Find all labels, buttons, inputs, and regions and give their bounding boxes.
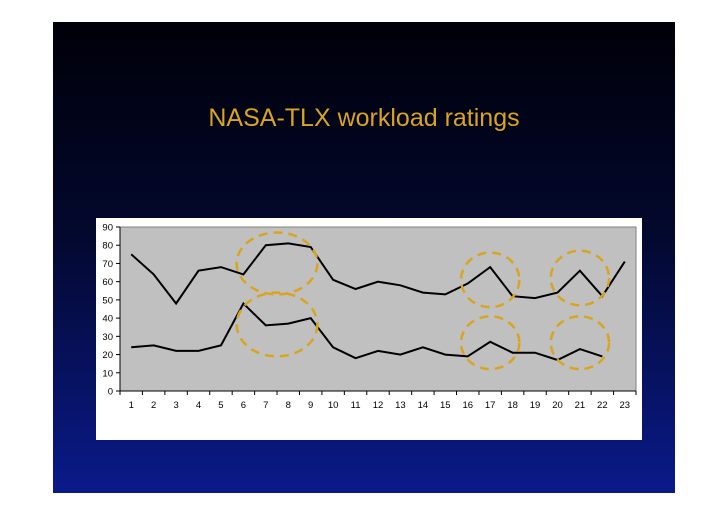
y-tick-label: 0: [108, 387, 113, 398]
y-tick-label: 90: [102, 223, 113, 234]
y-tick-label: 40: [102, 314, 113, 325]
slide: NASA-TLX workload ratings 0 10 20 30 40 50 60 7…: [53, 22, 675, 493]
x-tick-label: 5: [218, 400, 223, 411]
highlight-ellipse-6: [549, 315, 611, 371]
highlight-ellipse-2: [235, 291, 319, 358]
x-tick-label: 7: [263, 400, 268, 411]
x-tick-label: 18: [507, 400, 518, 411]
x-tick-label: 11: [351, 400, 361, 411]
x-tick-label: 6: [241, 400, 246, 411]
x-tick-label: 14: [418, 400, 429, 411]
y-tick-label: 50: [102, 295, 113, 306]
y-tick-label: 80: [102, 241, 113, 252]
x-tick-label: 9: [308, 400, 313, 411]
x-tick-label: 20: [552, 400, 563, 411]
y-tick-label: 60: [102, 277, 113, 288]
series-line-2: [131, 301, 603, 362]
x-tick-label: 3: [173, 400, 178, 411]
y-tick-label: 30: [102, 332, 113, 343]
y-tick-label: 70: [102, 259, 113, 270]
x-tick-label: 23: [619, 400, 630, 411]
x-tick-label: 4: [196, 400, 201, 411]
highlight-ellipse-3: [459, 251, 521, 309]
x-tick-label: 15: [440, 400, 451, 411]
series-line-1: [130, 242, 626, 306]
y-tick-label: 20: [102, 350, 113, 361]
x-tick-label: 12: [373, 400, 384, 411]
highlight-ellipse-1: [235, 231, 319, 296]
x-tick-label: 1: [129, 400, 134, 411]
x-tick-label: 19: [530, 400, 541, 411]
y-tick-label: 10: [102, 368, 113, 379]
x-tick-label: 8: [286, 400, 291, 411]
x-tick-label: 16: [462, 400, 473, 411]
plot-area: [119, 226, 637, 392]
x-tick-label: 10: [328, 400, 339, 411]
chart-container: 0 10 20 30 40 50 60 70 80 90 1 2 3 4 5 6 7 8 9 10 11 12 13 14 15…: [96, 218, 642, 440]
x-tick-label: 17: [485, 400, 496, 411]
highlight-ellipse-4: [459, 315, 521, 371]
x-tick-label: 22: [597, 400, 608, 411]
x-tick-label: 2: [151, 400, 156, 411]
x-tick-label: 13: [395, 400, 406, 411]
slide-title: NASA-TLX workload ratings: [208, 104, 520, 132]
x-tick-label: 21: [575, 400, 586, 411]
